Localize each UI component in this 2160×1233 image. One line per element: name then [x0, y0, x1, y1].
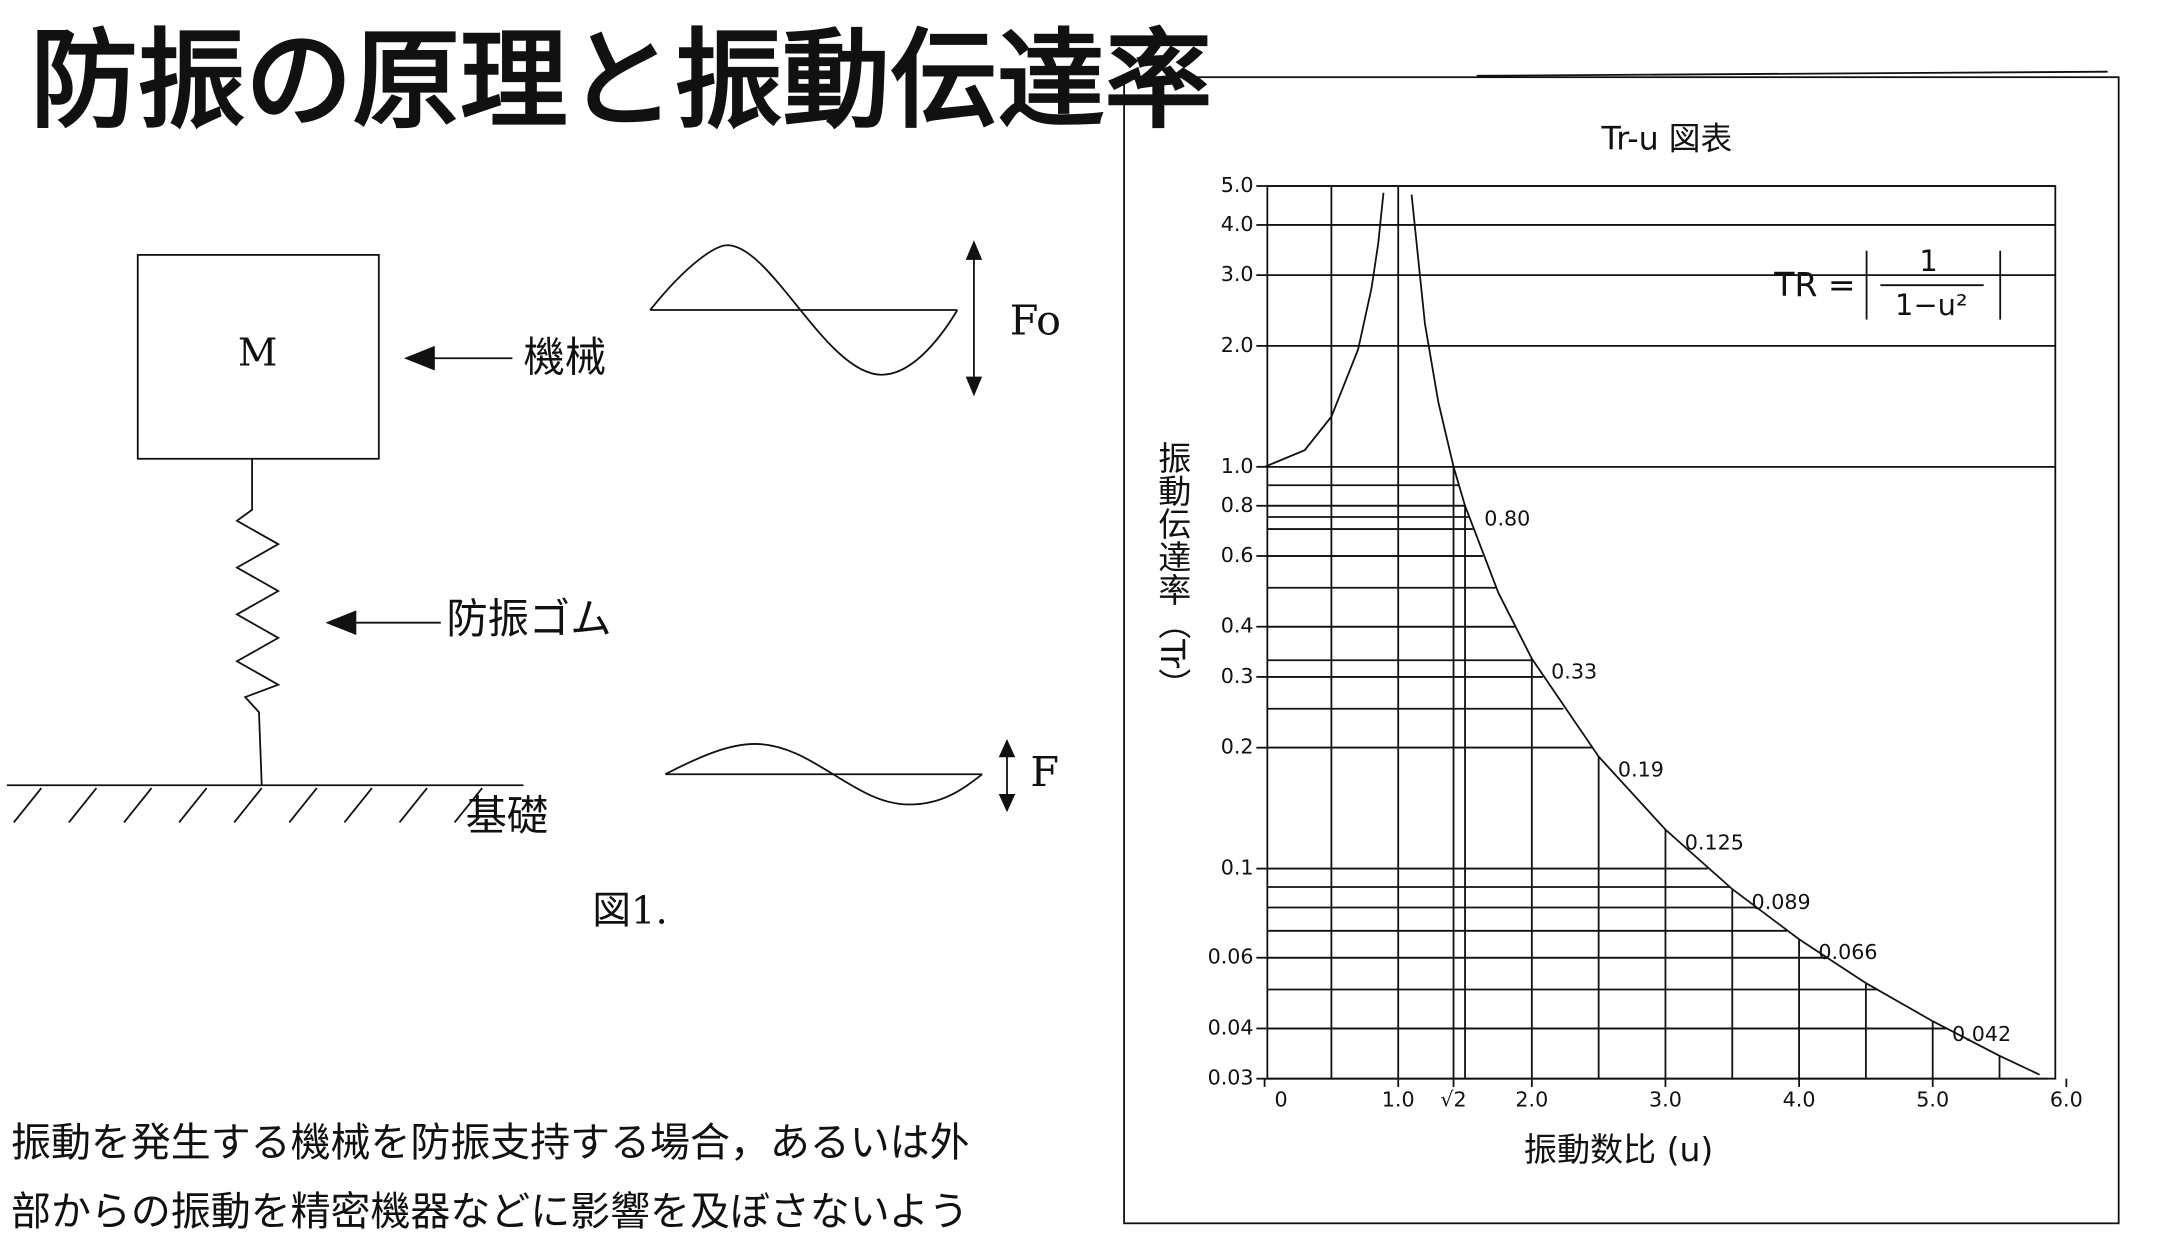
y-tick-label: 5.0: [1221, 173, 1254, 197]
formula-lhs: TR =: [1773, 265, 1855, 304]
body-text: 部からの振動を精密機器などに影響を及ぼさないよう: [11, 1189, 969, 1233]
y-tick-label: 0.1: [1221, 856, 1254, 880]
y-tick-label: 0.3: [1221, 664, 1254, 688]
arrow-head: [325, 610, 357, 636]
spring: [235, 458, 281, 786]
foundation-label: 基礎: [466, 792, 549, 840]
output-wave: [664, 743, 983, 806]
x-tick-label: √2: [1440, 1088, 1466, 1112]
x-tick-label: 6.0: [2050, 1088, 2083, 1112]
y-tick-label: 3.0: [1221, 262, 1254, 286]
y-tick-label: 0.03: [1208, 1066, 1254, 1090]
force-out-label: F: [1030, 748, 1059, 796]
x-tick-label: 3.0: [1649, 1088, 1682, 1112]
curve-label: 0.125: [1685, 830, 1744, 854]
mass-label: M: [238, 330, 278, 375]
curve-label: 0.80: [1484, 507, 1530, 531]
title-rule: [1476, 70, 2108, 77]
chart-title: Tr-u 図表: [1601, 122, 1733, 158]
mass-box: [136, 253, 380, 460]
ground-hatch: [13, 787, 483, 824]
abs-bars: [1865, 250, 2002, 320]
body-text: 振動を発生する機械を防振支持する場合，あるいは外: [11, 1120, 970, 1166]
formula-denominator: 1−u²: [1895, 288, 1968, 322]
y-tick-label: 1.0: [1221, 454, 1254, 478]
page-title: 防振の原理と振動伝達率: [30, 19, 1212, 144]
y-tick-label: 0.6: [1221, 543, 1254, 567]
x-tick-label: 2.0: [1515, 1088, 1548, 1112]
y-tick-label: 2.0: [1221, 333, 1254, 357]
y-tick-label: 0.04: [1208, 1015, 1254, 1039]
curve-label: 0.066: [1818, 940, 1877, 964]
x-tick-label: 5.0: [1916, 1088, 1949, 1112]
machine-label: 機械: [523, 333, 606, 381]
y-tick-label: 0.4: [1221, 614, 1254, 638]
arrow-head: [403, 345, 435, 371]
y-tick-label: 4.0: [1221, 212, 1254, 236]
y-axis-label: 振動伝達率（Tr）: [1153, 441, 1192, 701]
chart-frame: [1123, 76, 2120, 1225]
force-in-label: Fo: [1010, 296, 1061, 344]
input-wave: [649, 244, 959, 376]
formula-numerator: 1: [1919, 244, 1937, 278]
curve-label: 0.089: [1752, 890, 1811, 914]
y-tick-label: 0.8: [1221, 493, 1254, 517]
y-tick-label: 0.2: [1221, 735, 1254, 759]
x-tick-label: 1.0: [1382, 1088, 1415, 1112]
arrow-head: [998, 739, 1016, 813]
curve-label: 0.042: [1952, 1022, 2011, 1046]
x-axis-label: 振動数比 (u): [1524, 1130, 1713, 1169]
arrow-head: [965, 240, 983, 397]
x-tick-label: 0: [1275, 1088, 1288, 1112]
curve-label: 0.33: [1551, 659, 1597, 683]
figure-caption: 図1.: [592, 888, 667, 933]
tr-curve: [1264, 192, 2040, 1076]
curve-label: 0.19: [1618, 757, 1664, 781]
rubber-label: 防振ゴム: [446, 595, 611, 643]
x-tick-label: 4.0: [1783, 1088, 1816, 1112]
y-tick-label: 0.06: [1208, 945, 1254, 969]
